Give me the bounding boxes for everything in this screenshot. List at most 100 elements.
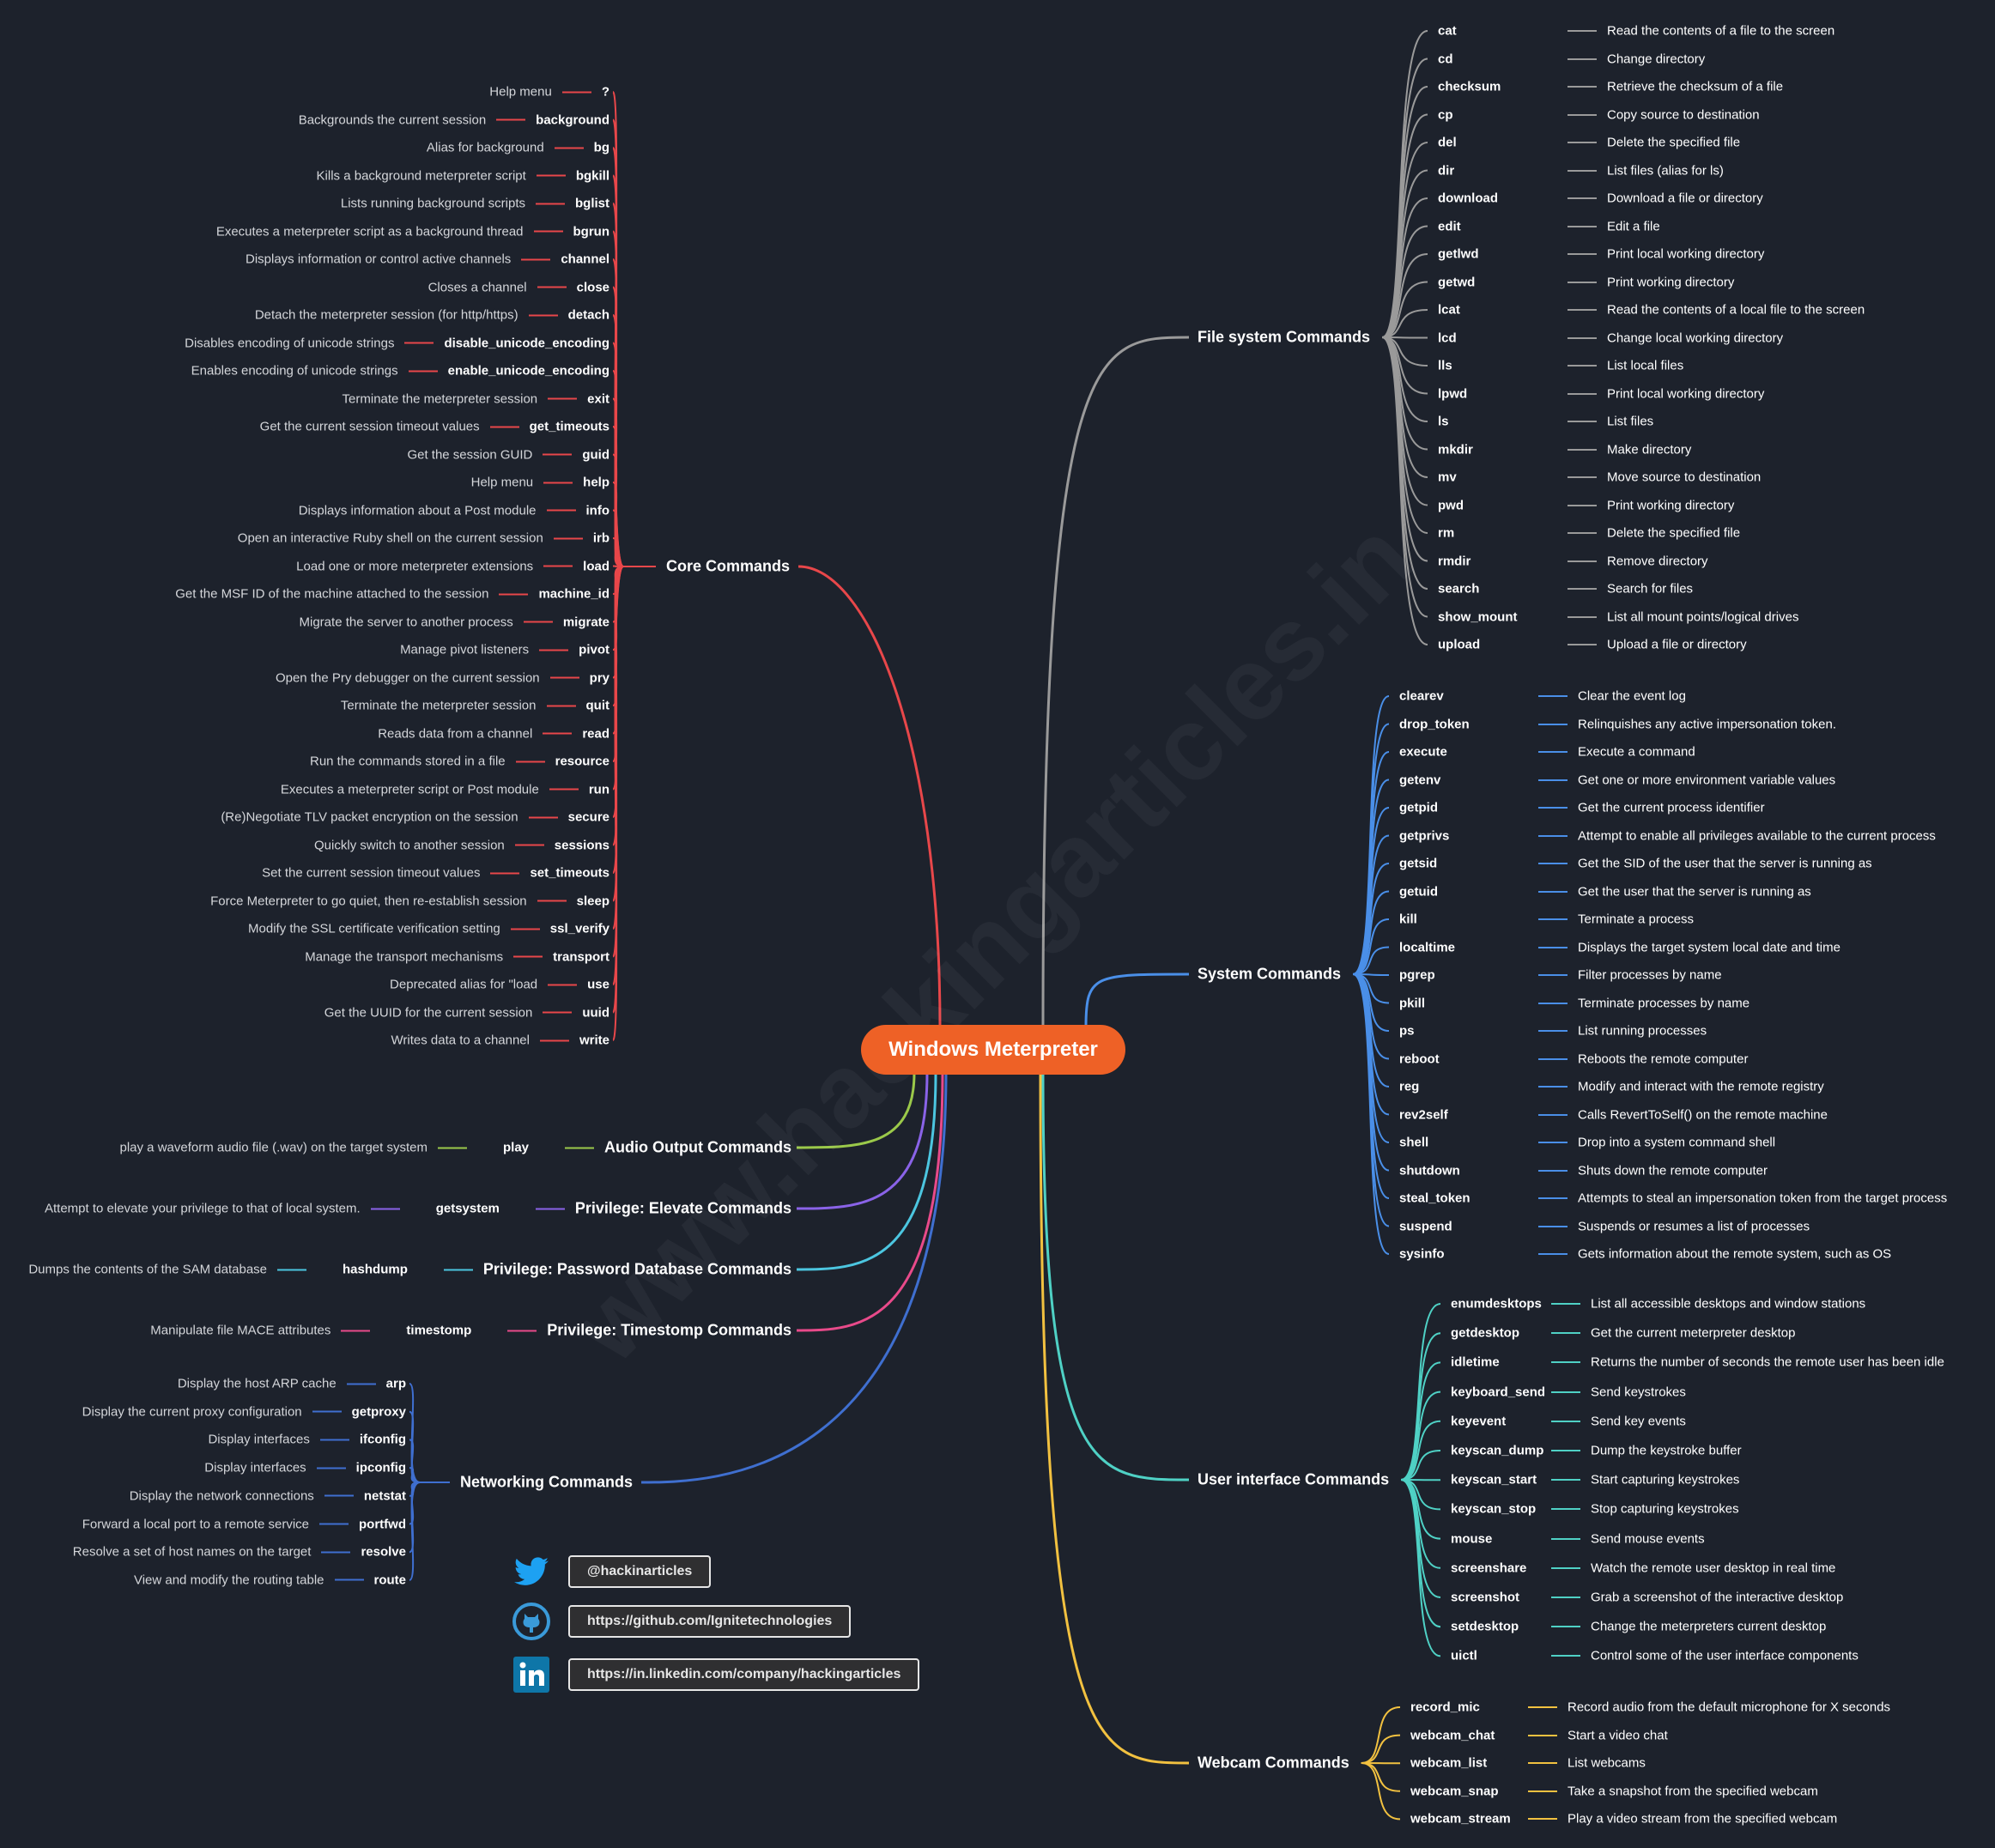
social-link-github[interactable]: https://github.com/Ignitetechnologies [512, 1602, 852, 1641]
branch-audio-output-commands[interactable]: Audio Output Commands [604, 1138, 791, 1156]
command-node[interactable]: lls [1438, 359, 1452, 373]
command-node[interactable]: clearev [1399, 689, 1444, 704]
command-node[interactable]: Terminate the meterpreter session exit [343, 391, 609, 406]
command-node[interactable]: mkdir [1438, 442, 1473, 457]
command-node[interactable]: pgrep [1399, 968, 1435, 983]
command-node[interactable]: screenshare [1451, 1560, 1526, 1575]
command-node[interactable]: download [1438, 191, 1498, 206]
branch-core-commands[interactable]: Core Commands [666, 557, 791, 575]
command-node[interactable]: cat [1438, 24, 1457, 39]
branch-privilege-timestomp-commands[interactable]: Privilege: Timestomp Commands [547, 1321, 791, 1339]
command-node[interactable]: localtime [1399, 940, 1455, 954]
command-node[interactable]: record_mic [1410, 1700, 1480, 1715]
command-node[interactable]: Displays information or control active c… [246, 252, 609, 267]
branch-system-commands[interactable]: System Commands [1198, 965, 1342, 983]
command-node[interactable]: rm [1438, 526, 1454, 541]
command-node[interactable]: cd [1438, 52, 1453, 66]
command-name[interactable]: timestomp [406, 1323, 472, 1338]
command-node[interactable]: Alias for background bg [427, 141, 609, 155]
command-node[interactable]: kill [1399, 912, 1417, 927]
branch-privilege-password-database-commands[interactable]: Privilege: Password Database Commands [482, 1260, 791, 1278]
social-link-text[interactable]: @hackinarticles [568, 1555, 712, 1588]
command-name[interactable]: getsystem [435, 1201, 500, 1216]
command-node[interactable]: rmdir [1438, 554, 1470, 568]
twitter-icon[interactable] [512, 1552, 551, 1591]
command-node[interactable]: execute [1399, 745, 1447, 760]
command-node[interactable]: Display interfaces ipconfig [204, 1461, 406, 1475]
command-node[interactable]: Closes a channel close [428, 280, 609, 294]
social-link-text[interactable]: https://in.linkedin.com/company/hackinga… [568, 1658, 920, 1691]
social-link-twitter[interactable]: @hackinarticles [512, 1552, 712, 1591]
command-node[interactable]: steal_token [1399, 1191, 1470, 1206]
command-node[interactable]: lcd [1438, 330, 1457, 345]
command-node[interactable]: uictl [1451, 1649, 1477, 1663]
command-node[interactable]: shell [1399, 1136, 1428, 1150]
command-node[interactable]: Modify the SSL certificate verification … [248, 922, 609, 936]
command-node[interactable]: setdesktop [1451, 1620, 1519, 1634]
command-node[interactable]: Deprecated alias for "load use [390, 978, 609, 992]
command-name[interactable]: play [503, 1140, 530, 1155]
command-node[interactable]: ps [1399, 1024, 1415, 1039]
command-node[interactable]: dir [1438, 163, 1454, 178]
command-node[interactable]: sysinfo [1399, 1247, 1445, 1262]
command-node[interactable]: getlwd [1438, 247, 1479, 262]
command-node[interactable]: View and modify the routing table route [134, 1572, 406, 1587]
command-node[interactable]: Open the Pry debugger on the current ses… [276, 670, 609, 685]
branch-user-interface-commands[interactable]: User interface Commands [1198, 1470, 1390, 1488]
command-node[interactable]: Open an interactive Ruby shell on the cu… [238, 531, 609, 546]
command-node[interactable]: Lists running background scripts bglist [341, 197, 609, 211]
command-node[interactable]: getuid [1399, 884, 1438, 899]
command-node[interactable]: pkill [1399, 996, 1425, 1010]
command-node[interactable]: reboot [1399, 1051, 1440, 1066]
command-node[interactable]: cp [1438, 107, 1453, 122]
command-node[interactable]: Quickly switch to another session session… [314, 838, 609, 852]
command-node[interactable]: Manage the transport mechanisms transport [305, 949, 609, 964]
command-node[interactable]: keyscan_start [1451, 1473, 1537, 1487]
branch-privilege-elevate-commands[interactable]: Privilege: Elevate Commands [574, 1199, 791, 1217]
command-node[interactable]: getprivs [1399, 828, 1449, 843]
root-node[interactable]: Windows Meterpreter [861, 1025, 1125, 1075]
github-icon[interactable] [512, 1602, 551, 1641]
command-node[interactable]: mouse [1451, 1531, 1492, 1546]
command-node[interactable]: Get the current session timeout values ge… [260, 420, 609, 434]
command-node[interactable]: Help menu? [489, 85, 609, 100]
command-node[interactable]: upload [1438, 638, 1480, 652]
command-node[interactable]: rev2self [1399, 1107, 1448, 1122]
command-node[interactable]: Get the session GUID guid [407, 447, 609, 462]
command-node[interactable]: reg [1399, 1080, 1419, 1094]
command-node[interactable]: pwd [1438, 498, 1464, 512]
command-node[interactable]: webcam_stream [1410, 1812, 1511, 1827]
command-node[interactable]: search [1438, 582, 1479, 597]
command-node[interactable]: webcam_chat [1410, 1728, 1495, 1742]
social-link-linkedin[interactable]: https://in.linkedin.com/company/hackinga… [512, 1655, 920, 1694]
command-node[interactable]: edit [1438, 219, 1461, 233]
command-node[interactable]: Resolve a set of host names on the targe… [73, 1545, 406, 1560]
command-node[interactable]: getsid [1399, 857, 1437, 871]
linkedin-icon[interactable] [512, 1655, 551, 1694]
command-node[interactable]: Enables encoding of unicode strings enabl… [191, 364, 609, 379]
command-node[interactable]: Migrate the server to another process mig… [300, 615, 609, 629]
command-node[interactable]: suspend [1399, 1219, 1452, 1233]
command-node[interactable]: drop_token [1399, 717, 1470, 731]
command-node[interactable]: enumdesktops [1451, 1297, 1542, 1312]
command-node[interactable]: getwd [1438, 275, 1475, 289]
command-node[interactable]: getdesktop [1451, 1326, 1519, 1341]
command-node[interactable]: Help menu help [471, 476, 609, 490]
command-node[interactable]: Terminate the meterpreter session quit [341, 699, 609, 713]
command-node[interactable]: Executes a meterpreter script or Post mo… [281, 782, 609, 797]
command-node[interactable]: Backgrounds the current session backgroun… [299, 112, 609, 127]
command-node[interactable]: show_mount [1438, 609, 1518, 624]
command-node[interactable]: lpwd [1438, 386, 1467, 401]
command-node[interactable]: Executes a meterpreter script as a backg… [216, 224, 609, 239]
command-node[interactable]: Get the MSF ID of the machine attached t… [175, 587, 609, 602]
command-node[interactable]: keyboard_send [1451, 1384, 1545, 1399]
social-link-text[interactable]: https://github.com/Ignitetechnologies [568, 1605, 852, 1638]
branch-file-system-commands[interactable]: File system Commands [1198, 328, 1371, 346]
branch-networking-commands[interactable]: Networking Commands [460, 1473, 634, 1491]
command-node[interactable]: Run the commands stored in a file resourc… [310, 754, 609, 769]
command-node[interactable]: ls [1438, 415, 1449, 429]
command-node[interactable]: Force Meterpreter to go quiet, then re-e… [210, 894, 609, 908]
command-node[interactable]: mv [1438, 470, 1457, 485]
command-node[interactable]: idletime [1451, 1355, 1500, 1370]
command-node[interactable]: webcam_list [1410, 1756, 1487, 1771]
